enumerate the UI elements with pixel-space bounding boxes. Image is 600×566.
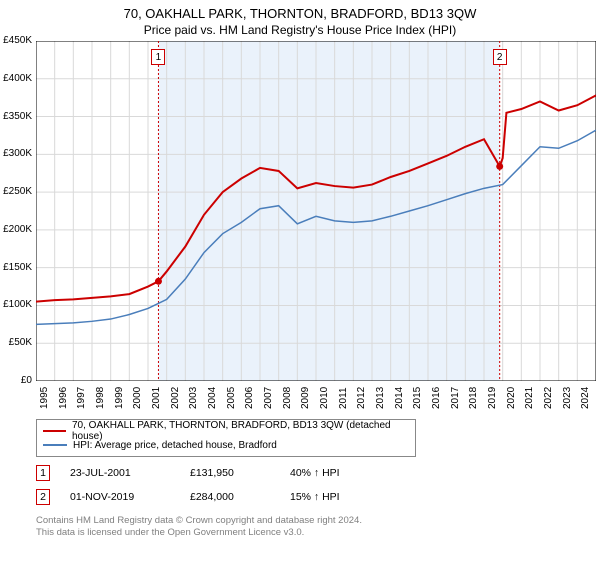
legend-label: HPI: Average price, detached house, Brad… <box>73 440 277 451</box>
x-tick-label: 2010 <box>319 387 330 409</box>
sale-idx: 2 <box>36 489 50 505</box>
x-tick-label: 1995 <box>39 387 50 409</box>
chart-subtitle: Price paid vs. HM Land Registry's House … <box>0 23 600 37</box>
sale-price: £284,000 <box>190 491 290 503</box>
y-tick-label: £200K <box>0 224 32 235</box>
footer-line2: This data is licensed under the Open Gov… <box>36 527 600 539</box>
y-tick-label: £400K <box>0 73 32 84</box>
footer-line1: Contains HM Land Registry data © Crown c… <box>36 515 600 527</box>
x-tick-label: 2009 <box>300 387 311 409</box>
x-tick-label: 2013 <box>375 387 386 409</box>
x-tick-label: 1998 <box>95 387 106 409</box>
sale-date: 01-NOV-2019 <box>70 491 190 503</box>
x-tick-label: 2019 <box>487 387 498 409</box>
chart-container: 70, OAKHALL PARK, THORNTON, BRADFORD, BD… <box>0 6 600 566</box>
x-tick-label: 2021 <box>524 387 535 409</box>
x-axis-labels: 1995 1996 1997 1998 1999 2000 2001 2002 2003 2004… <box>36 381 596 413</box>
x-tick-label: 2003 <box>188 387 199 409</box>
x-tick-label: 2023 <box>562 387 573 409</box>
x-tick-label: 2024 <box>580 387 591 409</box>
sale-row: 1 23-JUL-2001£131,95040% ↑ HPI <box>36 465 600 481</box>
sale-row: 2 01-NOV-2019£284,00015% ↑ HPI <box>36 489 600 505</box>
x-tick-label: 1997 <box>76 387 87 409</box>
x-tick-label: 2005 <box>226 387 237 409</box>
sale-marker-1: 1 <box>151 49 165 65</box>
sale-date: 23-JUL-2001 <box>70 467 190 479</box>
sale-price: £131,950 <box>190 467 290 479</box>
footer: Contains HM Land Registry data © Crown c… <box>36 515 600 540</box>
x-tick-label: 2014 <box>394 387 405 409</box>
sale-ratio: 15% ↑ HPI <box>290 491 400 503</box>
x-tick-label: 2012 <box>356 387 367 409</box>
x-tick-label: 2002 <box>170 387 181 409</box>
chart-title: 70, OAKHALL PARK, THORNTON, BRADFORD, BD… <box>0 6 600 21</box>
chart-svg <box>36 41 596 381</box>
x-tick-label: 1999 <box>114 387 125 409</box>
y-tick-label: £0 <box>0 375 32 386</box>
y-tick-label: £350K <box>0 111 32 122</box>
x-tick-label: 2000 <box>132 387 143 409</box>
chart-wrap: 1995 1996 1997 1998 1999 2000 2001 2002 2003 2004… <box>36 41 596 413</box>
sale-idx: 1 <box>36 465 50 481</box>
legend: 70, OAKHALL PARK, THORNTON, BRADFORD, BD… <box>36 419 416 457</box>
legend-row: 70, OAKHALL PARK, THORNTON, BRADFORD, BD… <box>43 424 409 438</box>
x-tick-label: 2017 <box>450 387 461 409</box>
x-tick-label: 2001 <box>151 387 162 409</box>
legend-swatch <box>43 444 67 446</box>
x-tick-label: 2006 <box>244 387 255 409</box>
sale-ratio: 40% ↑ HPI <box>290 467 400 479</box>
x-tick-label: 2011 <box>338 387 349 409</box>
x-tick-label: 2018 <box>468 387 479 409</box>
y-tick-label: £100K <box>0 299 32 310</box>
sale-marker-2: 2 <box>493 49 507 65</box>
sales-table: 1 23-JUL-2001£131,95040% ↑ HPI 2 01-NOV-201… <box>0 465 600 505</box>
y-tick-label: £450K <box>0 35 32 46</box>
x-tick-label: 2008 <box>282 387 293 409</box>
x-tick-label: 2022 <box>543 387 554 409</box>
x-tick-label: 2016 <box>431 387 442 409</box>
x-tick-label: 2015 <box>412 387 423 409</box>
y-tick-label: £250K <box>0 186 32 197</box>
x-tick-label: 1996 <box>58 387 69 409</box>
legend-swatch <box>43 430 66 432</box>
y-tick-label: £150K <box>0 262 32 273</box>
x-tick-label: 2007 <box>263 387 274 409</box>
y-tick-label: £50K <box>0 337 32 348</box>
x-tick-label: 2020 <box>506 387 517 409</box>
y-tick-label: £300K <box>0 148 32 159</box>
x-tick-label: 2004 <box>207 387 218 409</box>
